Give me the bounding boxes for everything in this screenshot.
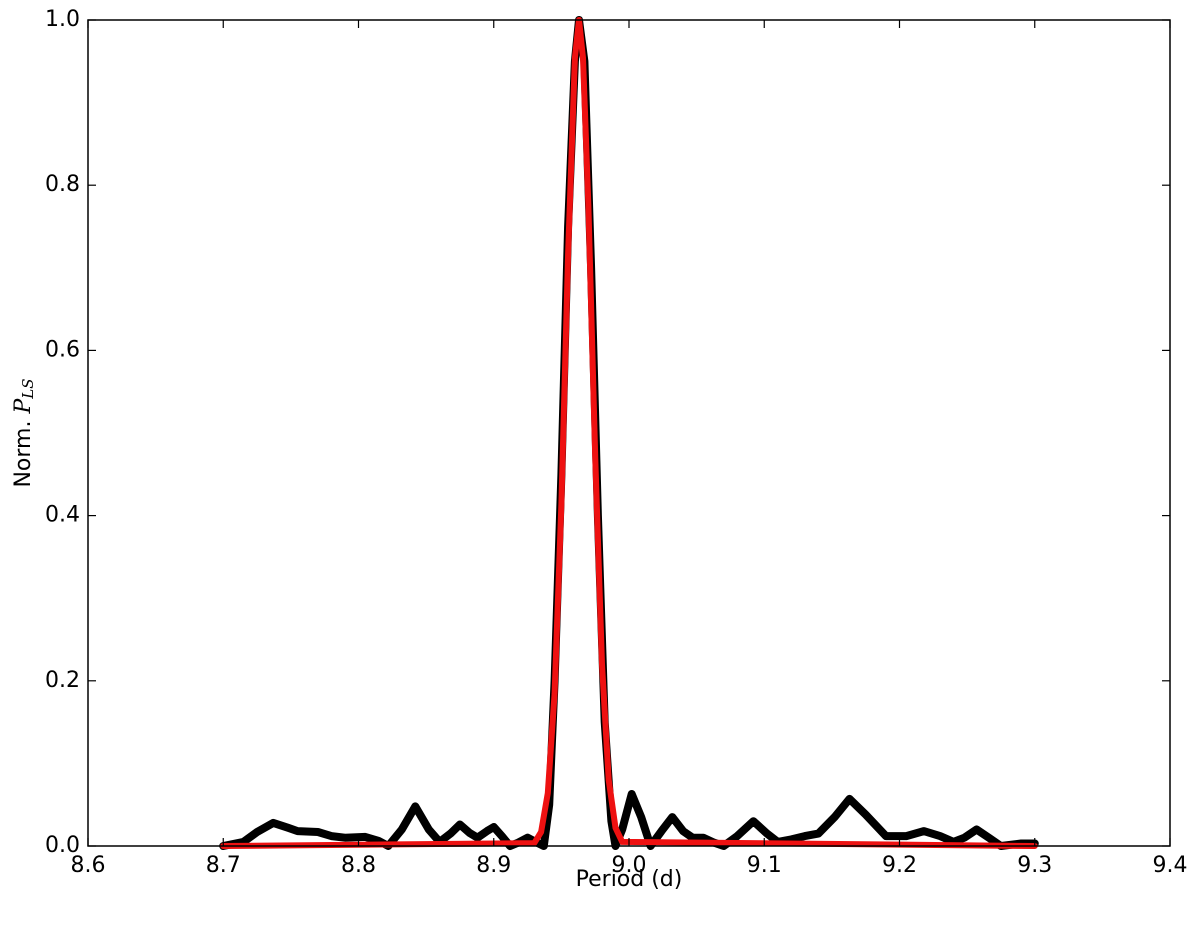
y-label-symbol: P [11,398,36,415]
x-tick-label: 9.3 [1017,853,1052,878]
x-tick-label: 9.1 [747,853,782,878]
x-tick-label: 8.6 [71,853,106,878]
x-tick-label: 8.8 [341,853,376,878]
plot-frame [87,19,1171,847]
x-tick-label: 9.2 [882,853,917,878]
y-label-text: Norm. [11,414,36,488]
y-tick-label: 0.8 [45,172,80,197]
y-tick-label: 0.6 [45,337,80,362]
y-tick-label: 1.0 [45,7,80,32]
y-label-subscript: LS [19,378,37,399]
data-line [220,17,1038,849]
x-tick-label: 9.0 [612,853,647,878]
y-tick-label: 0.4 [45,503,80,528]
x-tick-label: 8.9 [476,853,511,878]
x-tick-label: 9.4 [1153,853,1188,878]
y-tick-label: 0.0 [45,833,80,858]
y-axis-label: Norm. PLS [11,378,37,487]
x-axis-label: Period (d) [576,867,683,892]
y-tick-label: 0.2 [45,668,80,693]
x-tick-label: 8.7 [206,853,241,878]
data-line [219,16,1039,850]
